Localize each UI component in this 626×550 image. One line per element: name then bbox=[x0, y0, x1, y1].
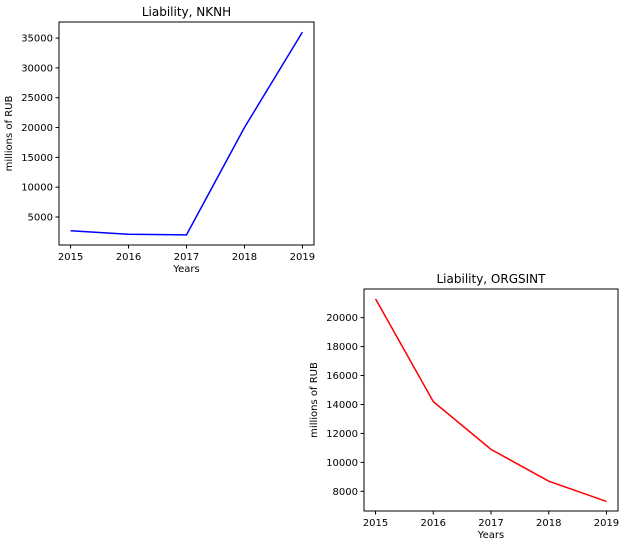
y-tick-label: 14000 bbox=[326, 400, 358, 411]
y-axis-label: millions of RUB bbox=[309, 362, 320, 438]
y-tick-label: 30000 bbox=[21, 63, 53, 74]
x-tick-label: 2015 bbox=[58, 252, 83, 263]
x-tick-label: 2019 bbox=[594, 518, 619, 529]
y-tick-label: 12000 bbox=[326, 429, 358, 440]
y-tick-label: 20000 bbox=[326, 313, 358, 324]
y-axis-label: millions of RUB bbox=[4, 96, 15, 172]
y-tick-label: 16000 bbox=[326, 371, 358, 382]
x-tick-label: 2016 bbox=[116, 252, 141, 263]
y-tick-label: 25000 bbox=[21, 93, 53, 104]
y-tick-label: 35000 bbox=[21, 34, 53, 45]
x-tick-label: 2017 bbox=[174, 252, 199, 263]
y-tick-label: 15000 bbox=[21, 153, 53, 164]
plot-frame bbox=[363, 288, 619, 512]
series-line bbox=[70, 31, 304, 236]
x-axis-label: Years bbox=[172, 264, 199, 275]
x-tick-label: 2019 bbox=[290, 252, 315, 263]
y-tick-label: 5000 bbox=[28, 212, 53, 223]
series-line bbox=[374, 298, 607, 503]
y-tick-label: 18000 bbox=[326, 342, 358, 353]
chart-title: Liability, ORGSINT bbox=[437, 272, 547, 286]
y-tick-label: 8000 bbox=[333, 487, 358, 498]
chart-nknh: Liability, NKNH 2015 2016 2017 2018 2019 5000 1… bbox=[4, 5, 315, 275]
x-tick-label: 2016 bbox=[421, 518, 446, 529]
plot-frame bbox=[58, 21, 315, 246]
y-tick-label: 10000 bbox=[21, 183, 53, 194]
x-tick-label: 2015 bbox=[363, 518, 388, 529]
x-axis-label: Years bbox=[477, 530, 504, 541]
y-tick-label: 20000 bbox=[21, 123, 53, 134]
x-tick-label: 2018 bbox=[232, 252, 257, 263]
x-tick-label: 2018 bbox=[536, 518, 561, 529]
x-tick-label: 2017 bbox=[478, 518, 503, 529]
chart-title: Liability, NKNH bbox=[142, 5, 231, 19]
chart-orgsint: Liability, ORGSINT 2015 2016 2017 2018 2019 80… bbox=[309, 272, 619, 541]
y-tick-label: 10000 bbox=[326, 458, 358, 469]
